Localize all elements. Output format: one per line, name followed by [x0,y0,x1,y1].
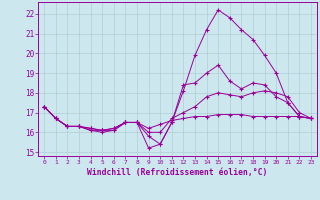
X-axis label: Windchill (Refroidissement éolien,°C): Windchill (Refroidissement éolien,°C) [87,168,268,177]
